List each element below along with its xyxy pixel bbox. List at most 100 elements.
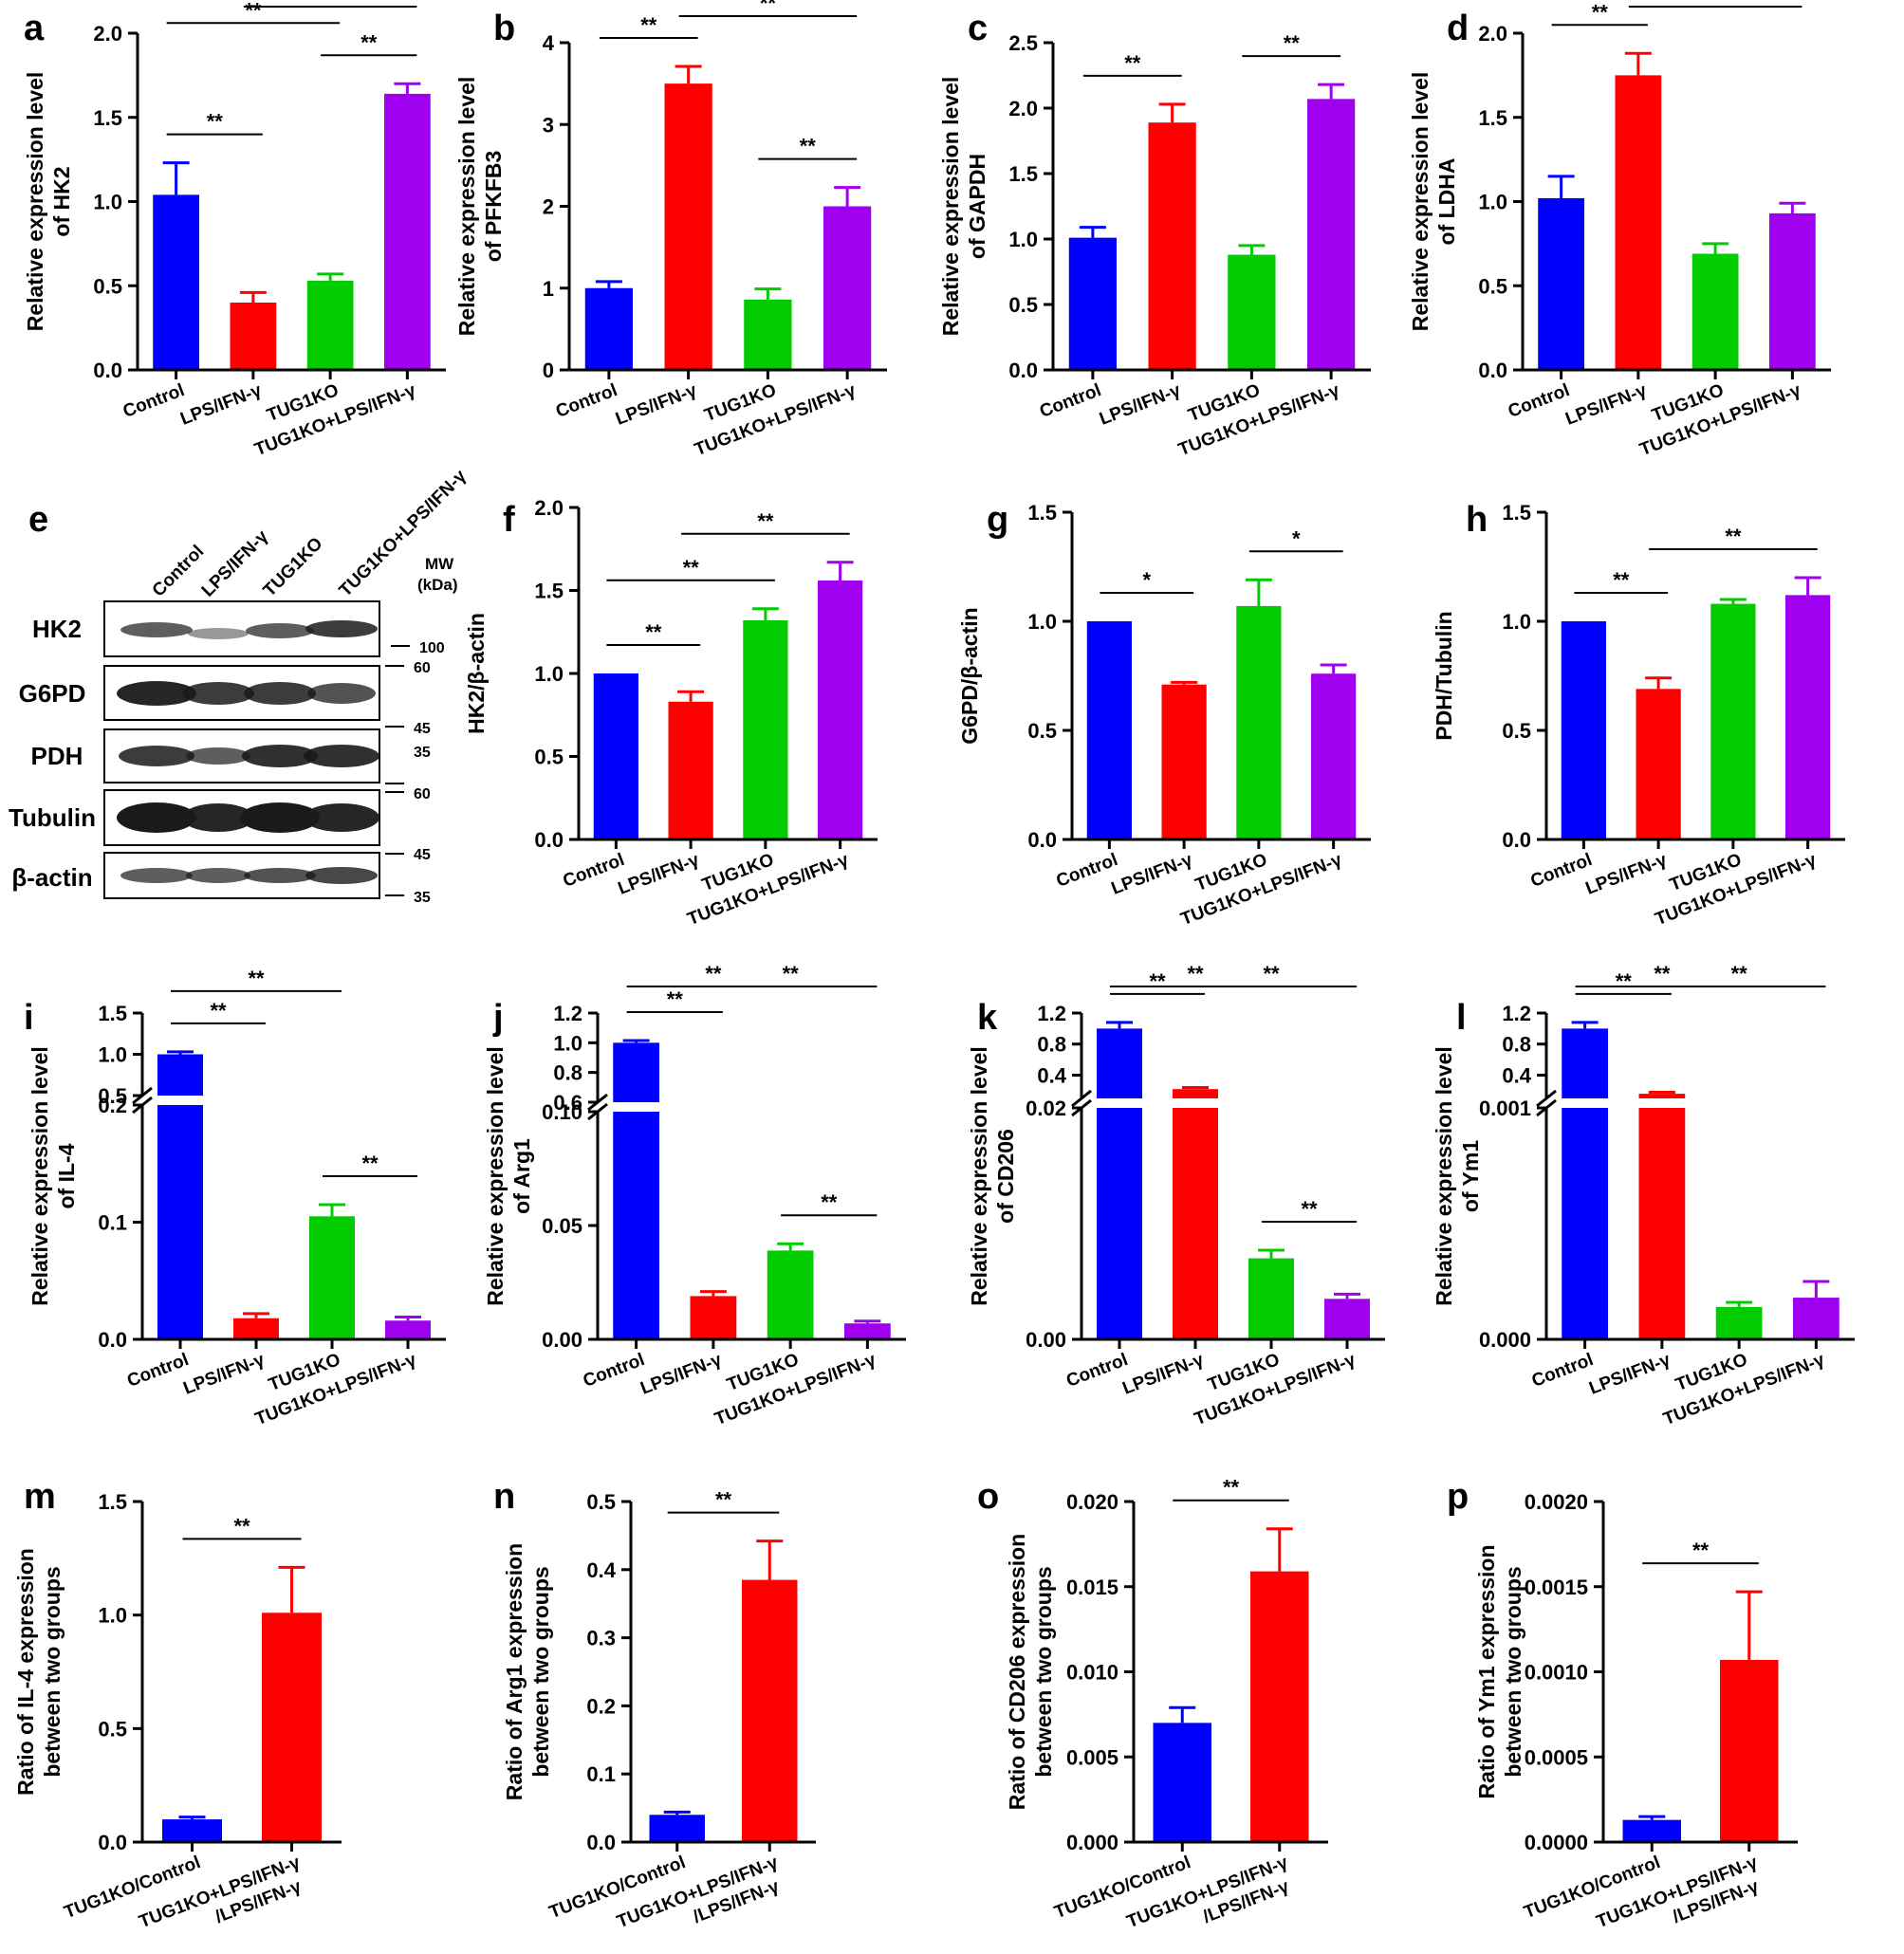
bar-g-1 (1161, 684, 1207, 839)
x-tick-label: LPS/IFN-γ (1109, 850, 1196, 899)
significance-label: ** (323, 0, 340, 6)
y-tick-label: 1.5 (1478, 106, 1507, 130)
y-tick-label: 2.0 (1478, 22, 1507, 46)
bar-a-0 (153, 194, 199, 370)
y-tick-label: 0.0 (93, 359, 122, 382)
blot-mw-ticks (385, 645, 410, 896)
panel-letter-k: k (977, 998, 998, 1038)
bar-a-3 (384, 93, 431, 371)
y-axis-label-line: G6PD/β-actin (957, 607, 982, 744)
y-tick-label: 0.8 (1037, 1033, 1066, 1057)
y-tick-label: 0.1 (586, 1762, 616, 1786)
x-tick-label: Control (581, 1350, 648, 1392)
bar-h-2 (1710, 603, 1756, 839)
bar-i-1 (233, 1318, 279, 1339)
chart-panel-p: p0.00000.00050.00100.00150.0020TUG1KO/Co… (1447, 1477, 1798, 1932)
y-tick-label: 1 (543, 277, 554, 301)
bar-k-0-upper (1097, 1028, 1142, 1098)
y-tick-label: 0.0 (586, 1831, 616, 1854)
y-axis-label: PDH/Tubulin (1432, 611, 1456, 740)
x-tick-label-line: Control (1037, 380, 1104, 422)
significance-label: ** (715, 1488, 732, 1512)
chart-panel-m: m0.00.51.01.5TUG1KO/ControlTUG1KO+LPS/IF… (13, 1477, 342, 1932)
x-tick-label: Control (124, 1350, 192, 1392)
significance-label: ** (757, 509, 774, 533)
x-tick-label: LPS/IFN-γ (1583, 850, 1671, 899)
blot-band-label: G6PD (19, 679, 86, 708)
x-tick-label: LPS/IFN-γ (1119, 1350, 1207, 1399)
bar-d-2 (1691, 253, 1739, 370)
y-axis-label-line: between two groups (1501, 1566, 1525, 1777)
y-tick-label: 1.2 (1037, 1002, 1066, 1025)
y-axis-label: Ratio of CD206 expressionbetween two gro… (1005, 1534, 1056, 1810)
y-axis-label-line: Relative expression level (483, 1046, 508, 1306)
y-axis-label-line: between two groups (528, 1566, 553, 1777)
x-tick-label-line: LPS/IFN-γ (177, 380, 265, 430)
x-tick-label-line: LPS/IFN-γ (1109, 850, 1196, 899)
x-tick-label-line: LPS/IFN-γ (1119, 1350, 1207, 1399)
y-tick-label: 0.0005 (1525, 1745, 1588, 1769)
blot-band-label: PDH (31, 742, 83, 770)
y-tick-label: 0.6 (553, 1091, 582, 1115)
significance-label: ** (800, 135, 817, 158)
y-tick-label: 0.000 (1066, 1831, 1118, 1854)
x-tick-label-line: Control (1529, 1350, 1597, 1392)
bar-c-2 (1228, 254, 1276, 370)
x-tick-label: LPS/IFN-γ (616, 850, 703, 899)
chart-panel-j: j 0.6 0.8 1.0 1.2 0.00 0.05 0.10 ControlLPS/IFN-… (483, 962, 906, 1429)
y-axis-label-line: Ratio of Ym1 expression (1474, 1545, 1499, 1799)
bar-k-0 (1097, 1108, 1142, 1339)
x-tick-label: LPS/IFN-γ (1562, 380, 1650, 430)
significance-label: ** (233, 1514, 250, 1538)
y-axis-label-line: PDH/Tubulin (1432, 611, 1456, 740)
significance-label: ** (1708, 0, 1725, 6)
x-tick-label: Control (1506, 380, 1573, 422)
y-axis-label-line: of HK2 (49, 166, 74, 236)
x-tick-label-line: LPS/IFN-γ (616, 850, 703, 899)
y-tick-label: 0.005 (1066, 1745, 1118, 1769)
y-tick-label: 1.2 (553, 1002, 582, 1025)
y-axis-label-line: Ratio of IL-4 expression (13, 1548, 38, 1796)
bar-h-3 (1785, 595, 1831, 839)
significance-label: ** (821, 1190, 838, 1214)
y-axis-label-line: Ratio of Arg1 expression (502, 1543, 527, 1800)
y-axis-label-line: Relative expression level (967, 1046, 991, 1306)
panel-letter-h: h (1466, 500, 1488, 540)
y-axis-label-line: of LDHA (1434, 158, 1459, 246)
significance-label: * (1142, 568, 1151, 592)
y-axis-label-line: between two groups (40, 1566, 65, 1777)
y-tick-label: 1.0 (534, 662, 564, 686)
blot-band-label: Tubulin (9, 803, 96, 832)
y-tick-label: 1.0 (98, 1043, 127, 1067)
y-tick-label: 0.5 (98, 1717, 127, 1741)
blot-lane-label: Control (149, 542, 209, 601)
y-tick-label: 0.2 (586, 1694, 616, 1718)
y-tick-label: 0.5 (1502, 719, 1531, 743)
y-tick-label: 1.5 (93, 106, 122, 130)
bar-l-1 (1638, 1108, 1686, 1339)
y-axis-label: Ratio of IL-4 expressionbetween two grou… (13, 1548, 65, 1796)
y-tick-label: 0.02 (1026, 1097, 1066, 1120)
y-tick-label: 0.010 (1066, 1661, 1118, 1685)
x-tick-label-line: Control (124, 1350, 192, 1392)
blot-mw-marker: 35 (414, 745, 431, 761)
significance-label: ** (1223, 1476, 1240, 1500)
bar-b-3 (823, 206, 872, 370)
panel-letter-g: g (987, 500, 1008, 540)
y-tick-label: 0.8 (1502, 1033, 1531, 1057)
panel-letter-d: d (1447, 9, 1469, 48)
y-tick-label: 1.0 (1502, 610, 1531, 634)
y-tick-label: 0.5 (1478, 274, 1507, 298)
x-tick-label-line: LPS/IFN-γ (613, 380, 700, 430)
y-tick-label: 1.0 (98, 1604, 127, 1628)
bar-l-0 (1562, 1108, 1608, 1339)
blot-band-label: β-actin (11, 863, 92, 892)
blot-mw-header: MW (425, 555, 454, 573)
y-tick-label: 2 (543, 195, 554, 219)
bar-g-3 (1311, 673, 1357, 839)
bar-m-0 (162, 1819, 222, 1842)
x-tick-label-line: LPS/IFN-γ (1583, 850, 1671, 899)
y-tick-label: 2.5 (1008, 31, 1038, 55)
